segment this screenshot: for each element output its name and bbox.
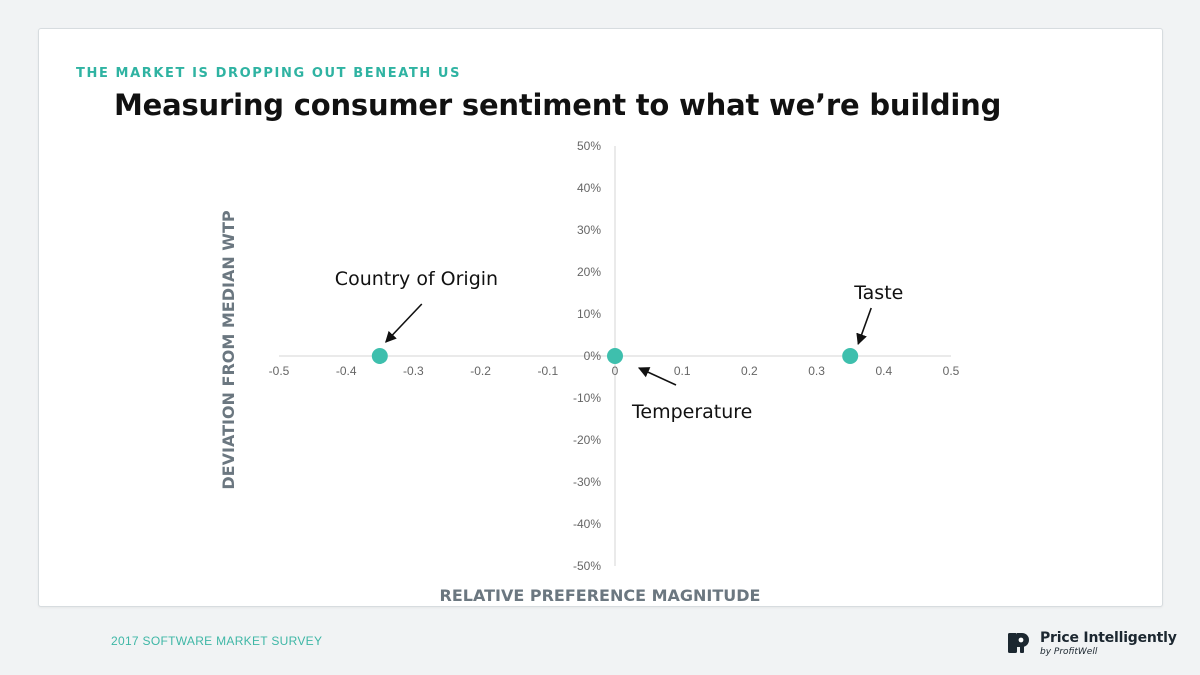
annotation-arrow: [385, 303, 423, 343]
y-tick-label: -10%: [573, 391, 601, 405]
y-tick-label: 50%: [577, 139, 601, 153]
x-tick-label: 0.3: [808, 364, 825, 378]
x-tick-label: -0.5: [269, 364, 290, 378]
x-tick-label: -0.1: [537, 364, 558, 378]
data-point: [371, 348, 388, 364]
data-point: [842, 348, 859, 364]
data-point-label: Taste: [853, 282, 903, 304]
brand-subtitle: by ProfitWell: [1040, 647, 1098, 657]
data-point: [607, 348, 623, 364]
x-tick-label: 0.5: [943, 364, 960, 378]
slide-card: [38, 28, 1163, 607]
brand-name: Price Intelligently: [1040, 630, 1177, 646]
y-axis-title: DEVIATION FROM MEDIAN WTP: [219, 210, 238, 489]
x-tick-label: 0.2: [741, 364, 758, 378]
x-axis-title: RELATIVE PREFERENCE MAGNITUDE: [440, 586, 761, 605]
y-tick-label: 30%: [577, 223, 601, 237]
x-tick-label: -0.4: [336, 364, 357, 378]
x-tick-label: 0.4: [875, 364, 892, 378]
data-point-label: Temperature: [631, 401, 752, 423]
y-tick-label: 40%: [577, 181, 601, 195]
brand-lockup[interactable]: Price Intelligently by ProfitWell: [1007, 630, 1177, 660]
annotation-arrow: [856, 307, 872, 346]
x-tick-label: -0.3: [403, 364, 424, 378]
slide-title: Measuring consumer sentiment to what we’…: [114, 88, 1002, 122]
footer-survey-label: 2017 SOFTWARE MARKET SURVEY: [111, 634, 323, 648]
y-tick-label: 20%: [577, 265, 601, 279]
slide-eyebrow: THE MARKET IS DROPPING OUT BENEATH US: [76, 66, 462, 81]
x-tick-label: 0: [612, 364, 619, 378]
x-tick-label: 0.1: [674, 364, 691, 378]
annotation-arrow: [637, 367, 677, 386]
y-tick-label: -50%: [573, 559, 601, 573]
data-point-label: Country of Origin: [335, 268, 498, 290]
y-tick-label: -20%: [573, 433, 601, 447]
price-intelligently-logo-icon: [1008, 633, 1029, 653]
x-tick-label: -0.2: [470, 364, 491, 378]
y-tick-label: 0%: [584, 349, 602, 363]
y-tick-label: 10%: [577, 307, 601, 321]
y-tick-label: -40%: [573, 517, 601, 531]
y-tick-label: -30%: [573, 475, 601, 489]
